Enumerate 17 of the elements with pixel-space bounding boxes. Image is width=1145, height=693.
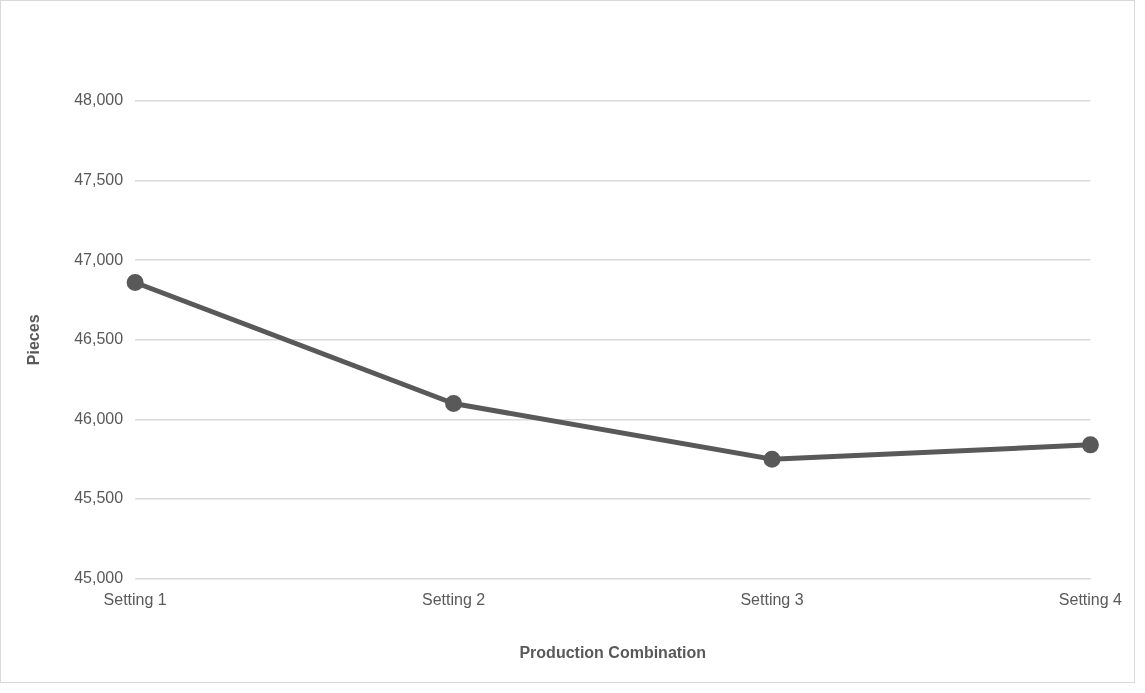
point: [1081, 436, 1099, 454]
y-tick-label: 45,000: [74, 569, 124, 587]
y-tick-label: 46,000: [74, 409, 124, 427]
x-tick-label: Setting 1: [103, 590, 167, 608]
point: [126, 273, 144, 291]
y-tick-label: 48,000: [74, 91, 124, 109]
y-tick-label: 45,500: [74, 489, 124, 507]
y-tick-label: 47,000: [74, 250, 124, 268]
x-tick-label: Setting 3: [740, 590, 804, 608]
point: [763, 450, 781, 468]
y-axis-title: Pieces: [25, 314, 43, 366]
y-tick-label: 46,500: [74, 330, 124, 348]
x-axis-title: Production Combination: [519, 643, 707, 661]
y-tick-label: 47,500: [74, 171, 124, 189]
point: [445, 394, 463, 412]
x-tick-label: Setting 2: [421, 590, 486, 608]
x-tick-label: Setting 4: [1058, 590, 1123, 608]
